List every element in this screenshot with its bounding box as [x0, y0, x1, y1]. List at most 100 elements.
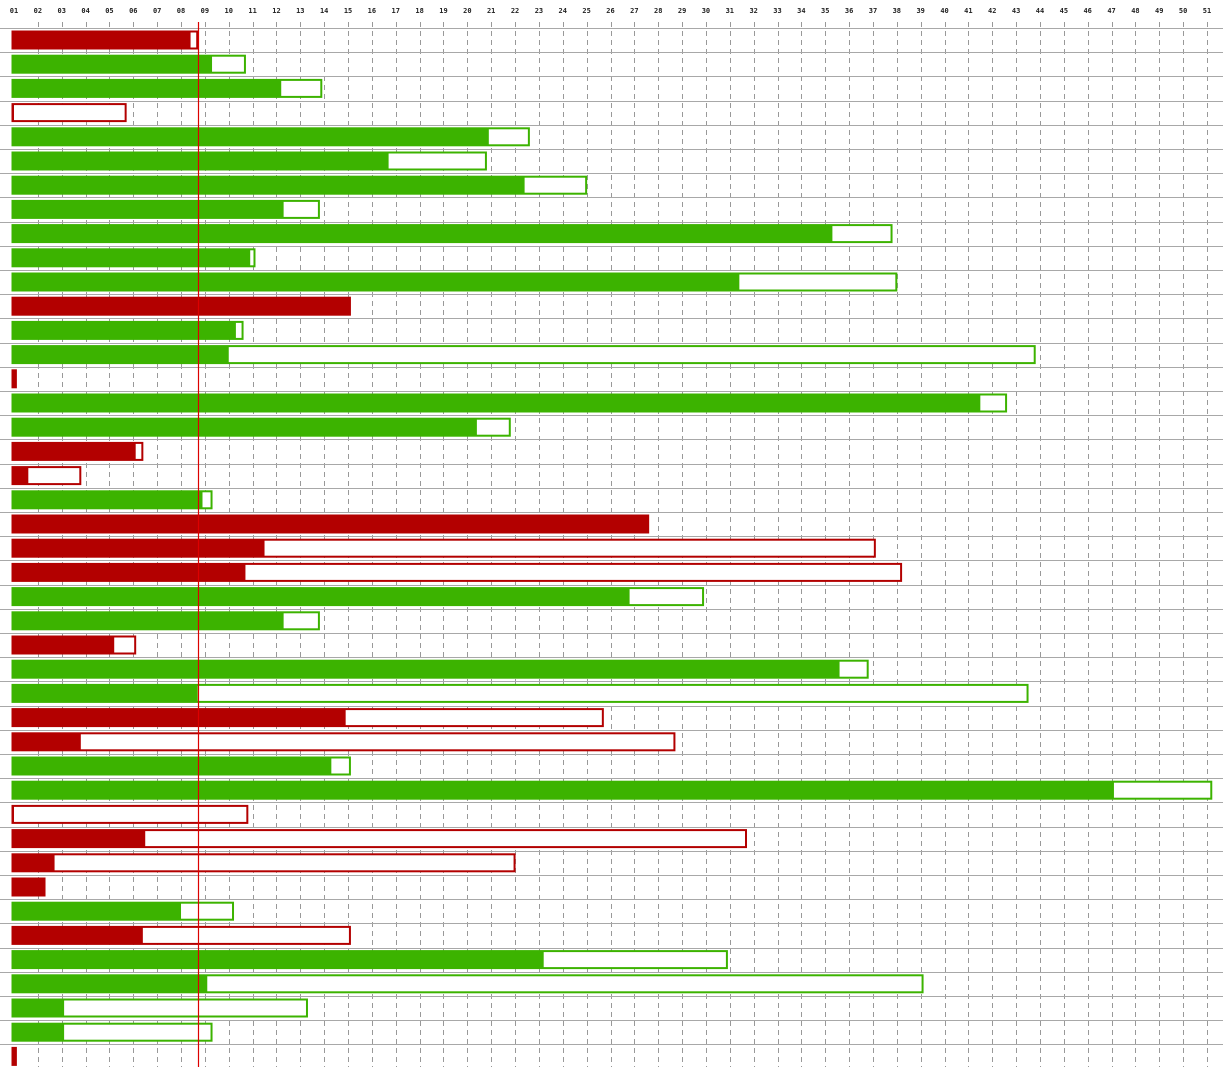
- task-bar-progress: [12, 636, 115, 654]
- x-tick-label: 28: [654, 7, 662, 15]
- task-bar-outline: [11, 103, 127, 123]
- task-bar: [11, 587, 705, 607]
- task-bar-progress: [12, 490, 203, 509]
- task-bar: [11, 877, 46, 897]
- x-tick-label: 22: [511, 7, 519, 15]
- x-tick-label: 40: [940, 7, 948, 15]
- x-tick-label: 02: [34, 7, 42, 15]
- task-bar: [11, 345, 1036, 365]
- task-bar-progress: [12, 587, 630, 606]
- task-bar-progress: [12, 781, 1114, 800]
- x-tick-label: 32: [749, 7, 757, 15]
- x-tick-label: 41: [964, 7, 972, 15]
- x-tick-label: 20: [463, 7, 471, 15]
- x-tick-label: 24: [559, 7, 567, 15]
- x-tick-label: 34: [797, 7, 805, 15]
- x-tick-label: 06: [129, 7, 137, 15]
- task-bar-progress: [12, 805, 14, 824]
- task-bar-outline: [11, 853, 516, 873]
- task-bar: [11, 441, 144, 461]
- task-bar: [11, 562, 903, 582]
- task-bar-progress: [12, 418, 477, 437]
- x-tick-label: 49: [1155, 7, 1163, 15]
- task-bar-progress: [12, 127, 489, 146]
- task-bar: [11, 272, 898, 292]
- task-bar-progress: [12, 732, 81, 751]
- task-bar: [11, 974, 924, 994]
- x-tick-label: 08: [177, 7, 185, 15]
- x-tick-label: 36: [845, 7, 853, 15]
- x-tick-label: 05: [105, 7, 113, 15]
- task-bar: [11, 708, 604, 728]
- task-bar: [11, 320, 244, 340]
- x-tick-label: 31: [726, 7, 734, 15]
- task-bar-progress: [12, 757, 332, 775]
- task-bar-outline: [11, 732, 676, 752]
- bars: [11, 30, 1213, 1066]
- x-tick-label: 45: [1060, 7, 1068, 15]
- task-bar: [11, 901, 235, 921]
- task-bar-progress: [12, 55, 213, 74]
- x-tick-label: 47: [1107, 7, 1115, 15]
- task-bar-outline: [11, 804, 249, 824]
- task-bar-progress: [12, 200, 284, 219]
- x-tick-label: 37: [869, 7, 877, 15]
- x-tick-label: 51: [1203, 7, 1211, 15]
- x-tick-label: 15: [344, 7, 352, 15]
- x-tick-label: 43: [1012, 7, 1020, 15]
- task-bar: [11, 103, 127, 123]
- x-tick-label: 03: [58, 7, 66, 15]
- task-bar: [11, 853, 516, 873]
- x-tick-label: 18: [415, 7, 423, 15]
- task-bar: [11, 417, 511, 437]
- task-bar: [11, 224, 893, 244]
- x-tick-label: 01: [10, 7, 18, 15]
- task-bar-progress: [12, 442, 136, 461]
- task-bar-progress: [12, 999, 65, 1017]
- x-tick-label: 19: [439, 7, 447, 15]
- x-tick-label: 42: [988, 7, 996, 15]
- task-bar: [11, 248, 256, 268]
- x-tick-label: 48: [1131, 7, 1139, 15]
- x-tick-label: 10: [225, 7, 233, 15]
- task-bar-progress: [12, 611, 284, 630]
- task-bar-progress: [12, 926, 143, 945]
- task-bar-progress: [12, 79, 282, 98]
- task-bar: [11, 1046, 17, 1066]
- x-tick-label: 25: [582, 7, 590, 15]
- horizontal-gridlines: [0, 28, 1223, 1045]
- task-bar-progress: [12, 853, 55, 872]
- task-bar: [11, 369, 17, 389]
- task-bar-progress: [12, 829, 146, 848]
- x-tick-label: 13: [296, 7, 304, 15]
- x-tick-label: 50: [1179, 7, 1187, 15]
- task-bar-progress: [12, 224, 833, 243]
- task-bar: [11, 538, 876, 558]
- task-bar-progress: [12, 152, 389, 170]
- task-bar: [11, 780, 1213, 800]
- task-bar-progress: [12, 297, 351, 316]
- task-bar: [11, 732, 676, 752]
- task-bar-progress: [12, 466, 29, 485]
- task-bar: [11, 683, 1029, 703]
- x-tick-label: 39: [916, 7, 924, 15]
- task-bar-progress: [12, 563, 246, 582]
- x-tick-label: 17: [392, 7, 400, 15]
- x-tick-label: 07: [153, 7, 161, 15]
- task-bar-progress: [12, 1023, 65, 1042]
- task-bar-progress: [12, 369, 17, 388]
- x-tick-label: 21: [487, 7, 495, 15]
- task-bar: [11, 659, 869, 679]
- x-tick-label: 35: [821, 7, 829, 15]
- task-bar-progress: [12, 539, 265, 558]
- task-bar-progress: [12, 878, 46, 896]
- task-bar: [11, 490, 213, 510]
- task-bar-progress: [12, 345, 229, 364]
- task-bar-progress: [12, 684, 198, 703]
- x-tick-label: 16: [368, 7, 376, 15]
- task-bar: [11, 54, 246, 74]
- x-tick-label: 09: [201, 7, 209, 15]
- task-bar: [11, 804, 249, 824]
- task-bar: [11, 998, 308, 1018]
